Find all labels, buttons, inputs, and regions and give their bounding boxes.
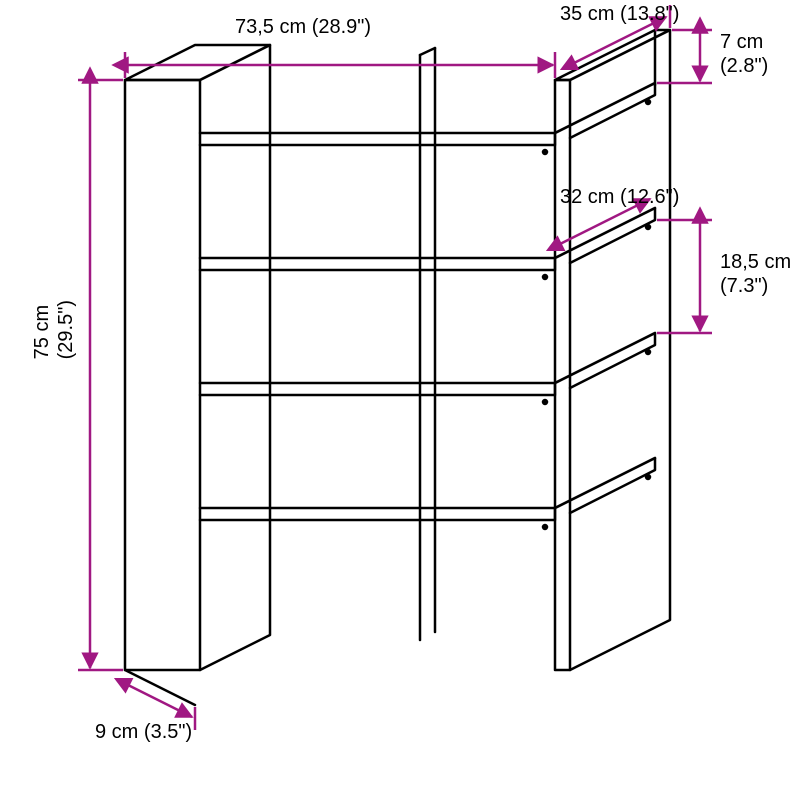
dim-shelf-depth-metric: 32 cm (560, 186, 614, 208)
dim-shelf-gap: 18,5 cm (7.3") (720, 250, 791, 298)
dim-top-gap-imperial: (2.8") (720, 54, 768, 78)
dim-depth-imperial: (13.8") (620, 3, 679, 25)
shelf-drawing (0, 0, 800, 800)
dim-top-gap: 7 cm (2.8") (720, 30, 768, 78)
dim-shelf-gap-metric: 18,5 cm (720, 250, 791, 274)
dim-shelf-gap-imperial: (7.3") (720, 274, 791, 298)
dim-shelf-depth: 32 cm (12.6") (560, 185, 679, 209)
dim-top-gap-metric: 7 cm (720, 30, 768, 54)
dim-panel-depth-imperial: (3.5") (144, 721, 192, 743)
dim-shelf-depth-imperial: (12.6") (620, 186, 679, 208)
dim-depth: 35 cm (13.8") (560, 2, 679, 26)
dim-depth-metric: 35 cm (560, 3, 614, 25)
dim-width: 73,5 cm (28.9") (235, 15, 371, 39)
diagram-canvas: 73,5 cm (28.9") 35 cm (13.8") 7 cm (2.8"… (0, 0, 800, 800)
dim-height-metric: 75 cm (30, 300, 54, 359)
dim-width-metric: 73,5 cm (235, 16, 306, 38)
dim-height: 75 cm (29.5") (30, 300, 78, 359)
dim-width-imperial: (28.9") (312, 16, 371, 38)
dim-height-imperial: (29.5") (54, 300, 78, 359)
dim-panel-depth: 9 cm (3.5") (95, 720, 192, 744)
dim-panel-depth-metric: 9 cm (95, 721, 138, 743)
